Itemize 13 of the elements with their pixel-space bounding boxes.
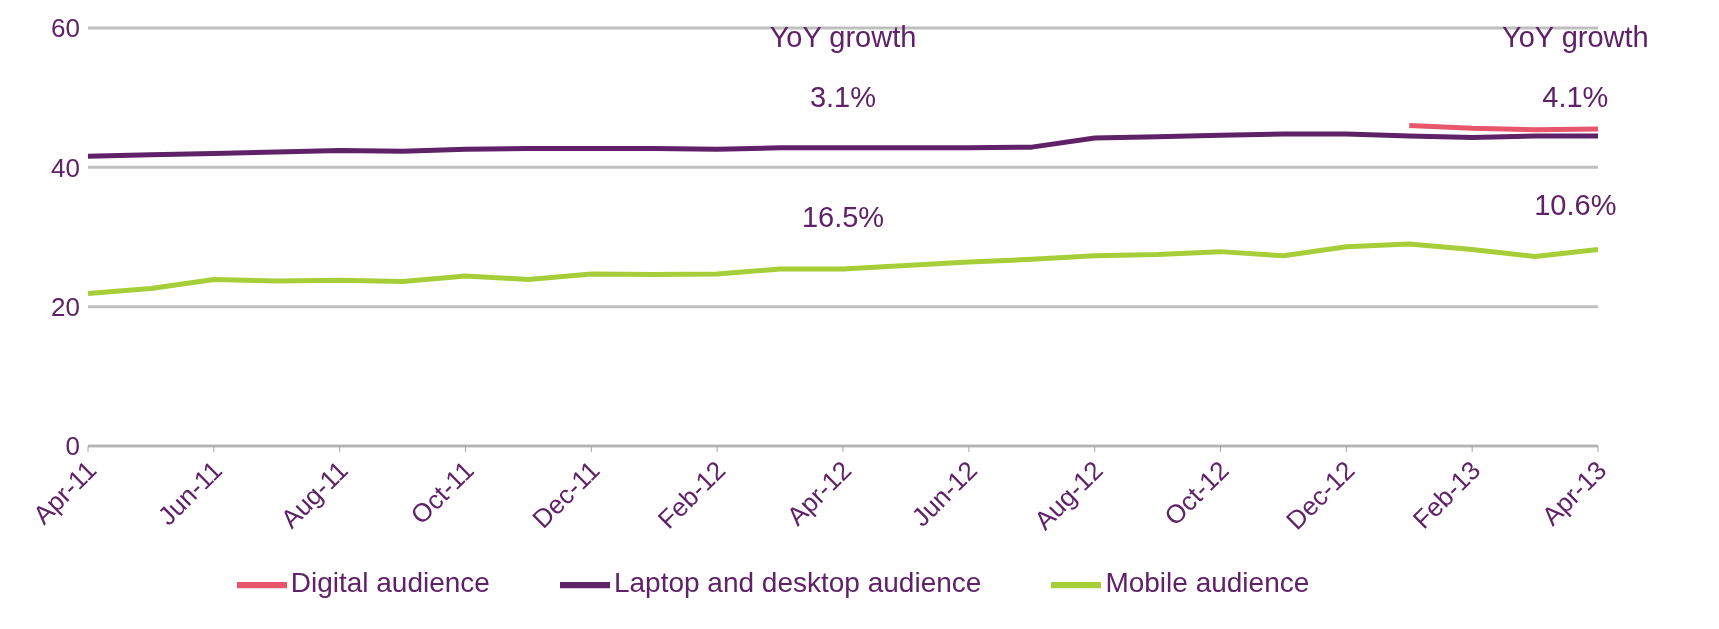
legend-label: Digital audience xyxy=(290,567,490,599)
y-tick-label: 20 xyxy=(51,291,80,322)
legend-label: Mobile audience xyxy=(1105,567,1310,599)
annotation: YoY growth xyxy=(768,20,918,54)
y-tick-label: 40 xyxy=(51,152,80,183)
annotation: YoY growth xyxy=(1500,20,1650,54)
legend-label: Laptop and desktop audience xyxy=(613,567,982,599)
annotation: 3.1% xyxy=(808,80,878,114)
y-tick-label: 0 xyxy=(65,431,80,462)
annotation: 16.5% xyxy=(800,200,886,234)
annotation: 4.1% xyxy=(1541,80,1610,114)
y-tick-label: 60 xyxy=(51,13,80,44)
annotation: 10.6% xyxy=(1533,188,1618,222)
